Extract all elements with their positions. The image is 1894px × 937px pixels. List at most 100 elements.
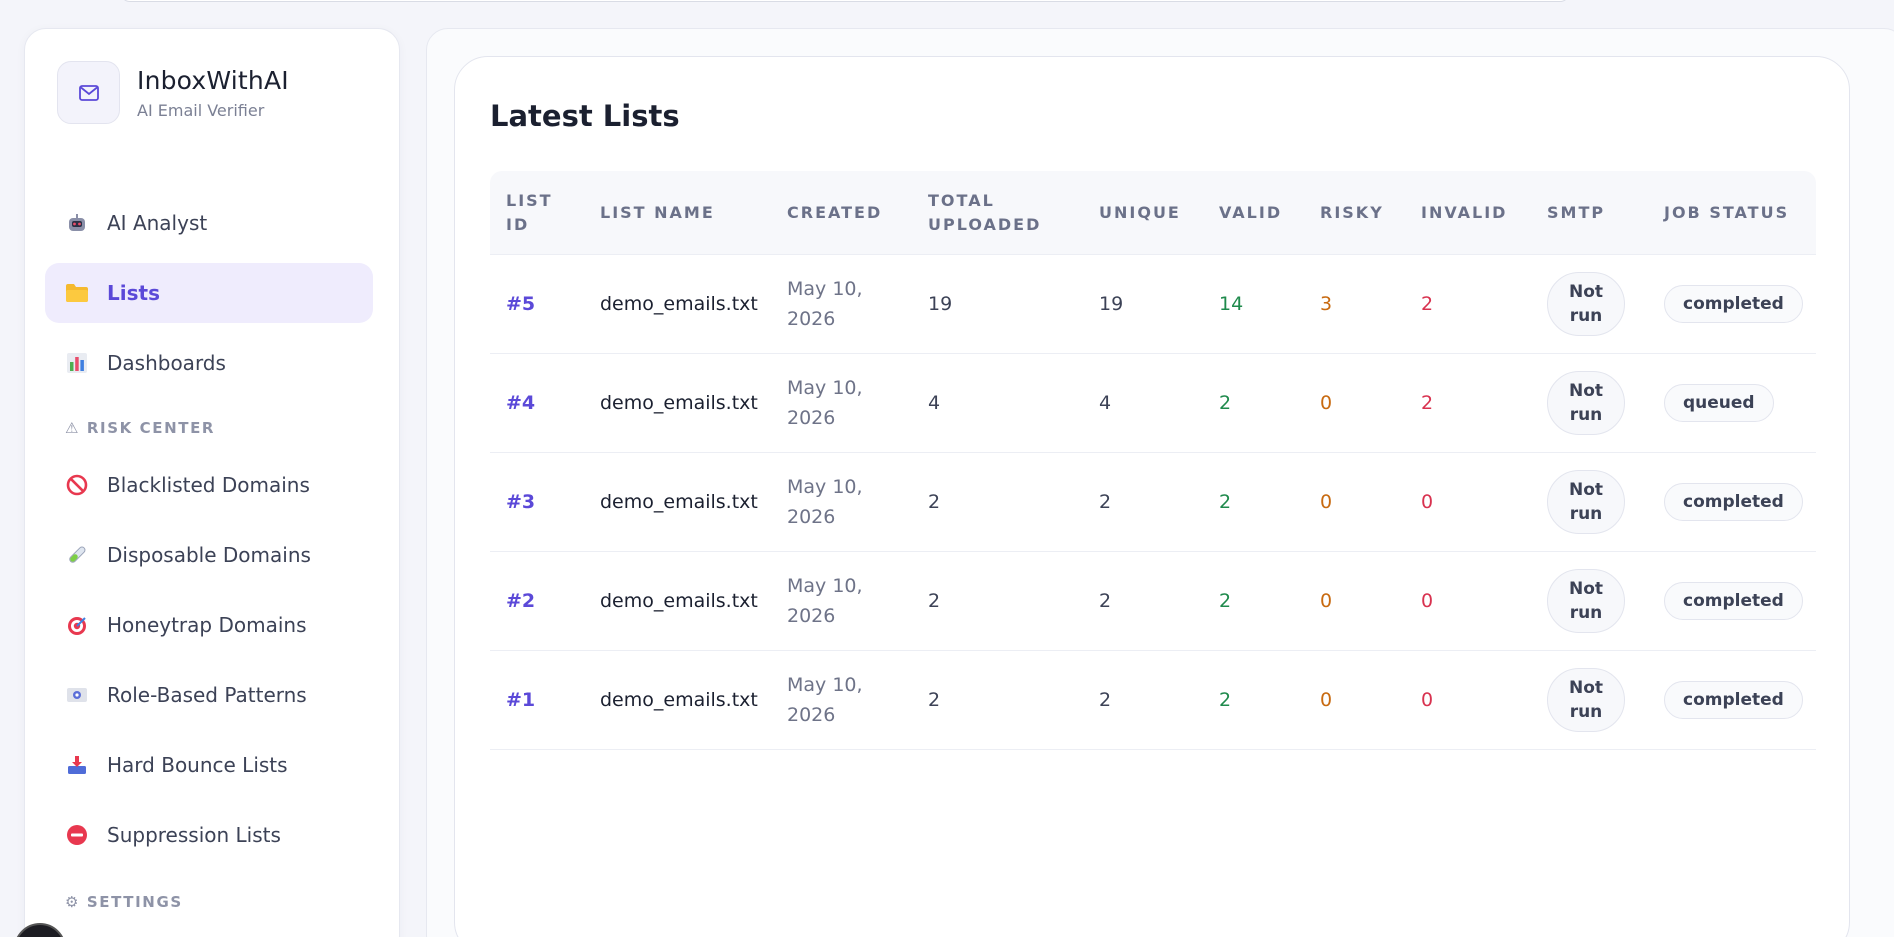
sidebar-item-hard-bounce-lists[interactable]: Hard Bounce Lists	[45, 735, 373, 795]
column-header-created[interactable]: CREATED	[787, 203, 883, 222]
bar-chart-icon	[65, 351, 89, 375]
lists-table: LIST ID LIST NAME CREATED TOTAL UPLOADED…	[490, 171, 1816, 750]
sidebar-item-suppression-lists[interactable]: Suppression Lists	[45, 805, 373, 865]
unique-cell: 4	[1099, 392, 1112, 414]
mail-icon	[57, 61, 120, 124]
created-year: 2026	[787, 605, 836, 627]
list-name-cell[interactable]: demo_emails.txt	[600, 293, 758, 315]
sidebar-item-label: AI Analyst	[107, 211, 208, 235]
invalid-cell: 0	[1421, 491, 1434, 513]
valid-cell: 14	[1219, 293, 1244, 315]
sidebar-item-label: Hard Bounce Lists	[107, 753, 288, 777]
risky-cell: 0	[1320, 392, 1333, 414]
list-name-cell[interactable]: demo_emails.txt	[600, 491, 758, 513]
smtp-status-line1: Not	[1568, 480, 1604, 500]
created-year: 2026	[787, 704, 836, 726]
created-date: May 10,	[787, 674, 863, 696]
job-status-badge: completed	[1664, 582, 1803, 620]
smtp-status-line2: run	[1569, 603, 1603, 623]
list-name-cell[interactable]: demo_emails.txt	[600, 689, 758, 711]
invalid-cell: 2	[1421, 293, 1434, 315]
column-header-total-uploaded[interactable]: TOTAL UPLOADED	[928, 191, 1042, 234]
test-tube-icon	[65, 543, 89, 567]
target-icon	[65, 613, 89, 637]
brand[interactable]: InboxWithAI AI Email Verifier	[57, 61, 289, 124]
smtp-status-badge: Not run	[1547, 272, 1625, 336]
created-date: May 10,	[787, 476, 863, 498]
sidebar-item-blacklisted-domains[interactable]: Blacklisted Domains	[45, 455, 373, 515]
created-date: May 10,	[787, 377, 863, 399]
invalid-cell: 0	[1421, 590, 1434, 612]
created-cell: May 10, 2026	[787, 571, 863, 631]
robot-icon	[65, 211, 89, 235]
column-header-list-id[interactable]: LIST ID	[506, 191, 553, 234]
inbox-tray-icon	[65, 753, 89, 777]
browser-address-strip	[120, 0, 1570, 2]
column-header-unique[interactable]: UNIQUE	[1099, 203, 1181, 222]
table-row[interactable]: #4 demo_emails.txt May 10, 2026 4 4 2 0 2…	[490, 354, 1816, 453]
sidebar-item-lists[interactable]: Lists	[45, 263, 373, 323]
unique-cell: 2	[1099, 491, 1112, 513]
total-uploaded-cell: 2	[928, 491, 941, 513]
smtp-status-line2: run	[1569, 504, 1603, 524]
column-header-job-status[interactable]: JOB STATUS	[1664, 203, 1790, 222]
smtp-status-badge: Not run	[1547, 371, 1625, 435]
created-date: May 10,	[787, 575, 863, 597]
table-row[interactable]: #5 demo_emails.txt May 10, 2026 19 19 14 …	[490, 255, 1816, 354]
risk-center-heading: ⚠ RISK CENTER	[65, 419, 216, 437]
sidebar-item-ai-analyst[interactable]: AI Analyst	[45, 193, 373, 253]
column-header-risky[interactable]: RISKY	[1320, 203, 1384, 222]
column-header-invalid[interactable]: INVALID	[1421, 203, 1508, 222]
sidebar-item-label: Disposable Domains	[107, 543, 311, 567]
table-row[interactable]: #1 demo_emails.txt May 10, 2026 2 2 2 0 0…	[490, 651, 1816, 750]
list-id-link[interactable]: #4	[506, 392, 536, 414]
total-uploaded-cell: 19	[928, 293, 953, 315]
smtp-status-line1: Not	[1568, 678, 1604, 698]
valid-cell: 2	[1219, 590, 1232, 612]
risky-cell: 0	[1320, 590, 1333, 612]
column-header-list-name[interactable]: LIST NAME	[600, 203, 715, 222]
invalid-cell: 2	[1421, 392, 1434, 414]
table-header: LIST ID LIST NAME CREATED TOTAL UPLOADED…	[490, 171, 1816, 255]
smtp-status-line1: Not	[1568, 381, 1604, 401]
total-uploaded-cell: 2	[928, 590, 941, 612]
total-uploaded-cell: 4	[928, 392, 941, 414]
sidebar-item-dashboards[interactable]: Dashboards	[45, 333, 373, 393]
list-id-link[interactable]: #2	[506, 590, 536, 612]
risky-cell: 0	[1320, 491, 1333, 513]
column-header-valid[interactable]: VALID	[1219, 203, 1283, 222]
sidebar-nav: AI Analyst Lists Dashboards ⚠ RISK CENTE…	[45, 193, 373, 917]
unique-cell: 19	[1099, 293, 1124, 315]
job-status-badge: completed	[1664, 483, 1803, 521]
column-header-smtp[interactable]: SMTP	[1547, 203, 1606, 222]
created-date: May 10,	[787, 278, 863, 300]
list-id-link[interactable]: #3	[506, 491, 536, 513]
smtp-status-badge: Not run	[1547, 470, 1625, 534]
table-row[interactable]: #2 demo_emails.txt May 10, 2026 2 2 2 0 0…	[490, 552, 1816, 651]
list-id-link[interactable]: #5	[506, 293, 536, 315]
valid-cell: 2	[1219, 491, 1232, 513]
page-title: Latest Lists	[490, 99, 680, 133]
list-id-link[interactable]: #1	[506, 689, 536, 711]
total-uploaded-cell: 2	[928, 689, 941, 711]
sidebar-item-disposable-domains[interactable]: Disposable Domains	[45, 525, 373, 585]
folder-icon	[65, 281, 89, 305]
smtp-status-line1: Not	[1568, 579, 1604, 599]
id-card-icon	[65, 683, 89, 707]
sidebar-item-label: Dashboards	[107, 351, 226, 375]
job-status-badge: completed	[1664, 285, 1803, 323]
created-cell: May 10, 2026	[787, 472, 863, 532]
created-cell: May 10, 2026	[787, 373, 863, 433]
risky-cell: 0	[1320, 689, 1333, 711]
sidebar: InboxWithAI AI Email Verifier AI Analyst…	[24, 28, 400, 937]
unique-cell: 2	[1099, 689, 1112, 711]
table-row[interactable]: #3 demo_emails.txt May 10, 2026 2 2 2 0 0…	[490, 453, 1816, 552]
risky-cell: 3	[1320, 293, 1333, 315]
created-year: 2026	[787, 308, 836, 330]
brand-name: InboxWithAI	[137, 65, 289, 95]
brand-subtitle: AI Email Verifier	[137, 100, 265, 120]
sidebar-item-honeytrap-domains[interactable]: Honeytrap Domains	[45, 595, 373, 655]
sidebar-item-role-based-patterns[interactable]: Role-Based Patterns	[45, 665, 373, 725]
list-name-cell[interactable]: demo_emails.txt	[600, 392, 758, 414]
list-name-cell[interactable]: demo_emails.txt	[600, 590, 758, 612]
